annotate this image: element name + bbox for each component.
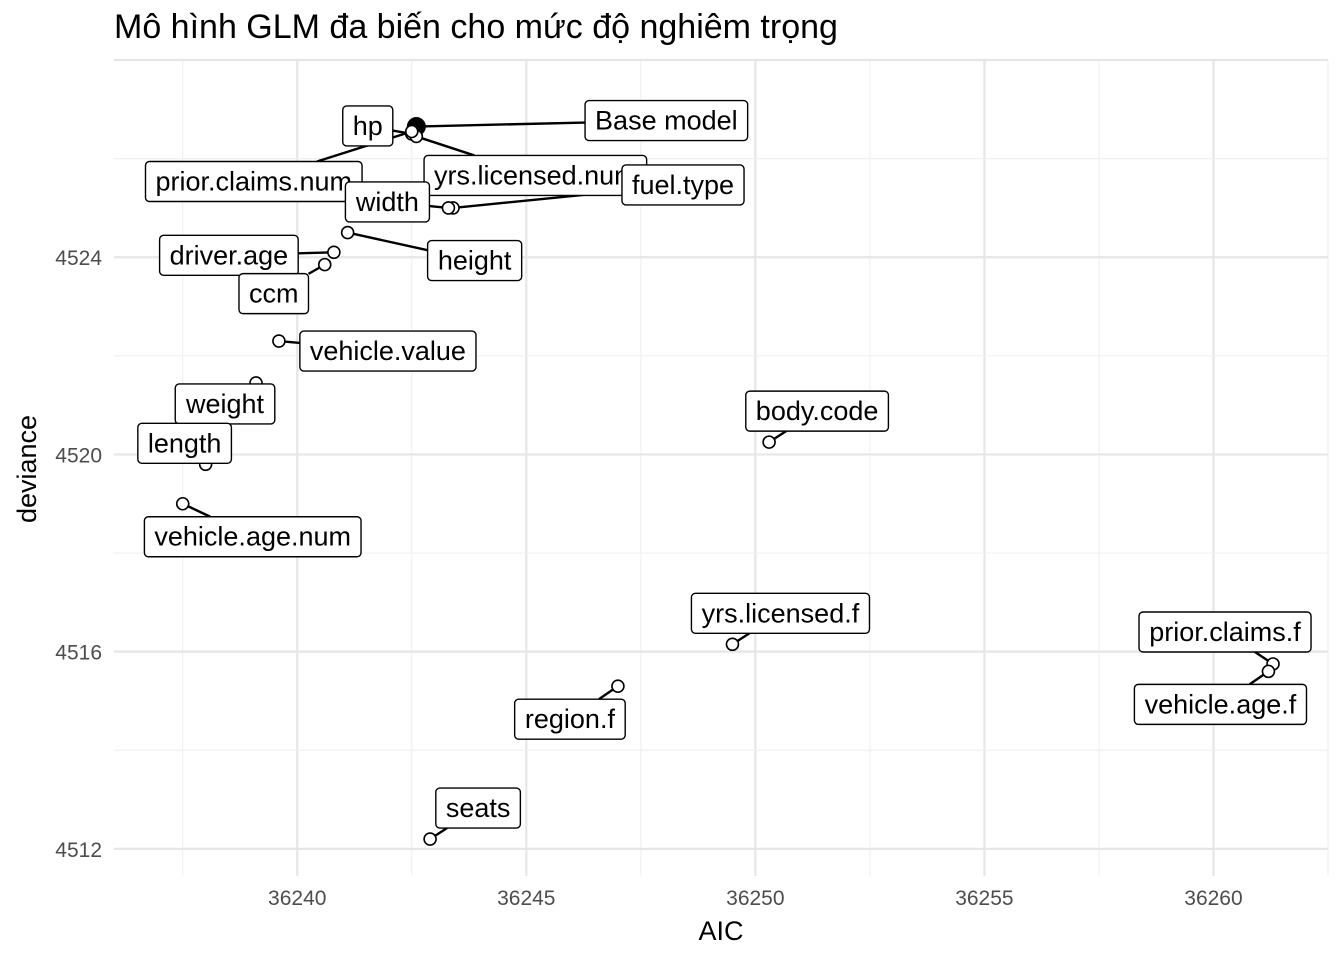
data-label-box bbox=[426, 239, 523, 282]
data-point bbox=[404, 124, 419, 139]
data-label-text: fuel.type bbox=[632, 170, 734, 200]
data-label: yrs.licensed.num bbox=[423, 154, 648, 197]
data-label-box bbox=[513, 698, 626, 740]
data-label-box bbox=[1138, 611, 1312, 653]
data-label-box bbox=[137, 422, 233, 465]
data-label-text: height bbox=[438, 246, 512, 276]
x-tick-label: 36250 bbox=[726, 887, 784, 910]
data-labels: Base model hp yrs.licensed.num prior.claims… bbox=[137, 99, 1312, 829]
data-label-box bbox=[745, 390, 890, 432]
data-point bbox=[611, 679, 625, 693]
x-axis-title: AIC bbox=[698, 916, 743, 946]
data-label-box bbox=[1133, 683, 1308, 726]
data-label-text: prior.claims.f bbox=[1149, 617, 1301, 647]
data-label-box bbox=[435, 787, 522, 829]
data-label-text: Base model bbox=[595, 106, 738, 136]
data-label-box bbox=[690, 592, 871, 634]
data-label-text: yrs.licensed.f bbox=[702, 598, 860, 628]
data-label-text: yrs.licensed.num bbox=[434, 160, 637, 190]
data-label-box bbox=[143, 516, 362, 558]
y-tick-label: 4516 bbox=[55, 642, 102, 665]
data-label-box bbox=[158, 234, 299, 276]
x-tick-label: 36255 bbox=[955, 887, 1013, 910]
y-axis-title: deviance bbox=[12, 415, 42, 523]
data-label-box bbox=[344, 181, 431, 223]
data-label-text: body.code bbox=[756, 396, 879, 426]
data-point bbox=[340, 225, 355, 240]
data-label-text: length bbox=[148, 428, 222, 458]
data-label-text: vehicle.age.num bbox=[154, 522, 351, 552]
data-label: width bbox=[344, 181, 431, 223]
tick-labels: 36240 36245 36250 36255 36260 4512 4516 4520 452… bbox=[55, 247, 1242, 910]
data-label: driver.age bbox=[158, 234, 299, 276]
label-connector bbox=[415, 135, 475, 157]
data-label: vehicle.age.num bbox=[143, 516, 362, 558]
data-label-text: ccm bbox=[249, 279, 299, 309]
data-point bbox=[175, 496, 190, 511]
x-tick-label: 36245 bbox=[497, 887, 555, 910]
x-tick-label: 36260 bbox=[1184, 887, 1242, 910]
y-tick-label: 4520 bbox=[55, 444, 102, 467]
data-label-text: region.f bbox=[525, 704, 616, 734]
data-label: seats bbox=[435, 787, 522, 829]
data-point bbox=[317, 257, 332, 272]
x-tick-label: 36240 bbox=[268, 887, 326, 910]
data-label-text: vehicle.age.f bbox=[1145, 689, 1297, 719]
data-point bbox=[327, 245, 341, 260]
data-point bbox=[441, 201, 456, 215]
data-label-box bbox=[238, 272, 310, 315]
data-label: length bbox=[137, 422, 233, 465]
data-label: region.f bbox=[513, 698, 626, 740]
data-label-text: weight bbox=[185, 389, 265, 419]
data-point bbox=[1261, 664, 1276, 679]
data-label: vehicle.age.f bbox=[1133, 683, 1308, 726]
data-label: vehicle.value bbox=[299, 330, 477, 372]
data-label: fuel.type bbox=[621, 164, 745, 206]
data-label: weight bbox=[174, 383, 276, 425]
data-label: Base model bbox=[584, 99, 749, 142]
data-point bbox=[423, 832, 437, 846]
y-tick-label: 4524 bbox=[55, 247, 102, 270]
data-point bbox=[762, 435, 776, 449]
data-point bbox=[272, 334, 286, 348]
data-label: body.code bbox=[745, 390, 890, 432]
data-label-text: hp bbox=[353, 111, 383, 141]
data-label-text: width bbox=[355, 187, 419, 217]
label-connector bbox=[416, 121, 586, 128]
data-label-text: driver.age bbox=[170, 240, 289, 270]
data-point bbox=[725, 637, 740, 652]
data-label: prior.claims.num bbox=[144, 160, 363, 203]
label-connector bbox=[347, 231, 428, 252]
data-label: prior.claims.f bbox=[1138, 611, 1312, 653]
data-label: yrs.licensed.f bbox=[690, 592, 871, 634]
data-label: height bbox=[426, 239, 523, 282]
data-label: ccm bbox=[238, 272, 310, 315]
data-label-box bbox=[584, 99, 749, 142]
chart-title: Mô hình GLM đa biến cho mức độ nghiêm tr… bbox=[114, 8, 838, 46]
data-label-box bbox=[342, 105, 394, 147]
data-label-box bbox=[621, 164, 745, 206]
data-label-text: seats bbox=[446, 793, 511, 823]
data-points bbox=[175, 117, 1280, 846]
data-label-text: prior.claims.num bbox=[155, 166, 352, 196]
data-label: hp bbox=[342, 105, 394, 147]
data-label-box bbox=[299, 330, 477, 372]
data-label-text: vehicle.value bbox=[310, 336, 466, 366]
y-tick-label: 4512 bbox=[55, 839, 102, 862]
